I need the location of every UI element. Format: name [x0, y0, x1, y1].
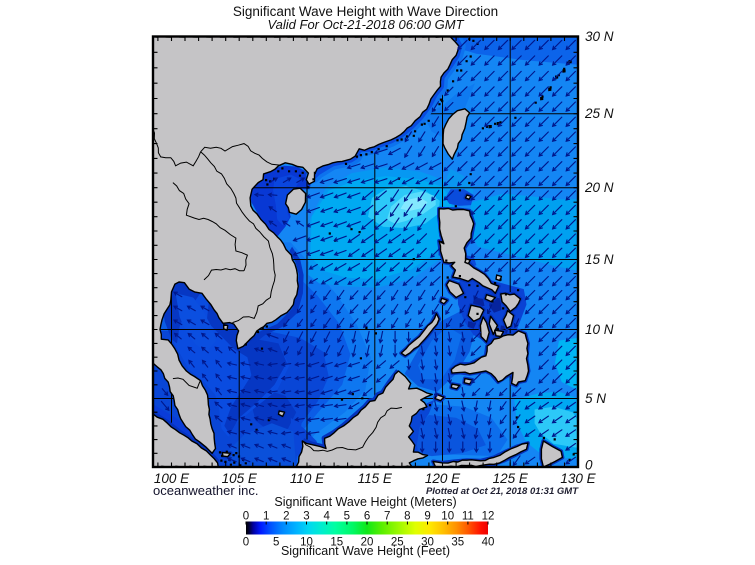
svg-text:130 E: 130 E — [560, 471, 596, 486]
svg-text:5: 5 — [344, 511, 350, 523]
svg-text:oceanweather inc.: oceanweather inc. — [153, 483, 259, 498]
svg-text:Significant Wave Height (Meter: Significant Wave Height (Meters) — [274, 495, 456, 509]
svg-text:10: 10 — [300, 537, 313, 549]
svg-text:0: 0 — [585, 458, 593, 473]
svg-text:11: 11 — [462, 511, 474, 523]
svg-text:Valid For Oct-21-2018 06:00 GM: Valid For Oct-21-2018 06:00 GMT — [267, 17, 464, 32]
svg-text:40: 40 — [482, 537, 495, 549]
svg-text:9: 9 — [424, 511, 430, 523]
svg-text:20: 20 — [361, 537, 374, 549]
svg-text:12: 12 — [482, 511, 495, 523]
svg-text:2: 2 — [283, 511, 289, 523]
svg-text:8: 8 — [404, 511, 410, 523]
svg-text:5 N: 5 N — [585, 391, 606, 406]
svg-text:10: 10 — [441, 511, 454, 523]
svg-text:30 N: 30 N — [585, 29, 614, 44]
svg-text:6: 6 — [364, 511, 370, 523]
svg-text:15: 15 — [330, 537, 343, 549]
svg-text:20 N: 20 N — [584, 180, 614, 195]
svg-text:Significant Wave Height with W: Significant Wave Height with Wave Direct… — [233, 4, 498, 19]
svg-text:125 E: 125 E — [493, 471, 529, 486]
svg-text:15 N: 15 N — [585, 252, 614, 267]
svg-text:35: 35 — [451, 537, 464, 549]
svg-text:1: 1 — [263, 511, 269, 523]
svg-text:0: 0 — [243, 537, 249, 549]
svg-text:Plotted at Oct 21, 2018 01:31: Plotted at Oct 21, 2018 01:31 GMT — [426, 486, 579, 497]
svg-text:100 E: 100 E — [154, 471, 190, 486]
svg-text:Significant Wave Height (Feet): Significant Wave Height (Feet) — [281, 544, 450, 558]
svg-text:5: 5 — [273, 537, 279, 549]
svg-text:3: 3 — [303, 511, 309, 523]
svg-text:0: 0 — [243, 511, 249, 523]
svg-text:110 E: 110 E — [290, 471, 325, 486]
svg-text:25: 25 — [391, 537, 404, 549]
svg-text:120 E: 120 E — [425, 471, 461, 486]
svg-text:7: 7 — [384, 511, 390, 523]
svg-text:30: 30 — [421, 537, 434, 549]
svg-text:25 N: 25 N — [584, 106, 614, 121]
svg-text:105 E: 105 E — [222, 471, 258, 486]
svg-text:115 E: 115 E — [358, 471, 393, 486]
svg-text:10 N: 10 N — [585, 322, 614, 337]
svg-text:4: 4 — [323, 511, 330, 523]
